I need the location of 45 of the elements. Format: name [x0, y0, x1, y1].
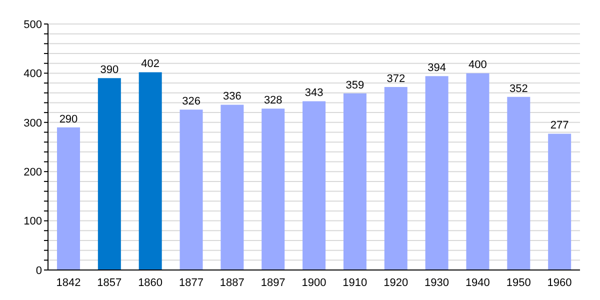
bar: [262, 108, 285, 270]
data-label: 359: [346, 79, 364, 92]
bar: [466, 73, 490, 270]
bar: [180, 110, 203, 270]
data-label: 328: [264, 94, 282, 107]
data-label: 343: [304, 87, 324, 100]
x-tick-label: 1910: [342, 276, 368, 289]
bar: [507, 96, 530, 270]
data-label: 290: [59, 113, 78, 126]
x-tick-label: 1930: [424, 276, 450, 289]
bar: [343, 93, 366, 270]
data-label: 326: [182, 96, 200, 108]
y-tick-label: 300: [24, 117, 42, 130]
bar: [57, 127, 80, 270]
bar: [302, 101, 326, 270]
data-label: 352: [509, 82, 528, 95]
x-tick-label: 1860: [138, 276, 163, 289]
x-tick-label: 1960: [547, 276, 572, 289]
x-tick-label: 1877: [178, 276, 204, 289]
x-tick-label: 1842: [56, 276, 81, 289]
data-label: 400: [468, 59, 487, 72]
y-tick-label: 100: [24, 216, 42, 228]
bar: [98, 78, 121, 270]
x-tick-label: 1887: [220, 276, 244, 289]
data-label: 277: [550, 120, 569, 132]
data-label: 394: [428, 62, 446, 74]
x-tick-label: 1900: [302, 276, 326, 289]
y-tick-label: 0: [36, 264, 42, 277]
y-tick-label: 400: [24, 68, 42, 80]
x-tick-label: 1897: [260, 276, 286, 289]
x-tick-label: 1940: [465, 276, 490, 289]
bar: [548, 134, 572, 270]
x-tick-label: 1950: [506, 276, 531, 289]
x-tick-label: 1920: [384, 276, 408, 289]
data-label: 372: [386, 72, 406, 85]
bar: [425, 76, 448, 270]
data-label: 390: [100, 64, 119, 76]
y-tick-label: 500: [24, 18, 42, 31]
bar: [138, 72, 162, 270]
data-label: 402: [141, 58, 160, 70]
data-label: 336: [223, 90, 242, 103]
bar: [384, 86, 408, 270]
x-tick-label: 1857: [97, 276, 122, 289]
y-tick-label: 200: [24, 166, 42, 179]
bar: [220, 104, 244, 270]
